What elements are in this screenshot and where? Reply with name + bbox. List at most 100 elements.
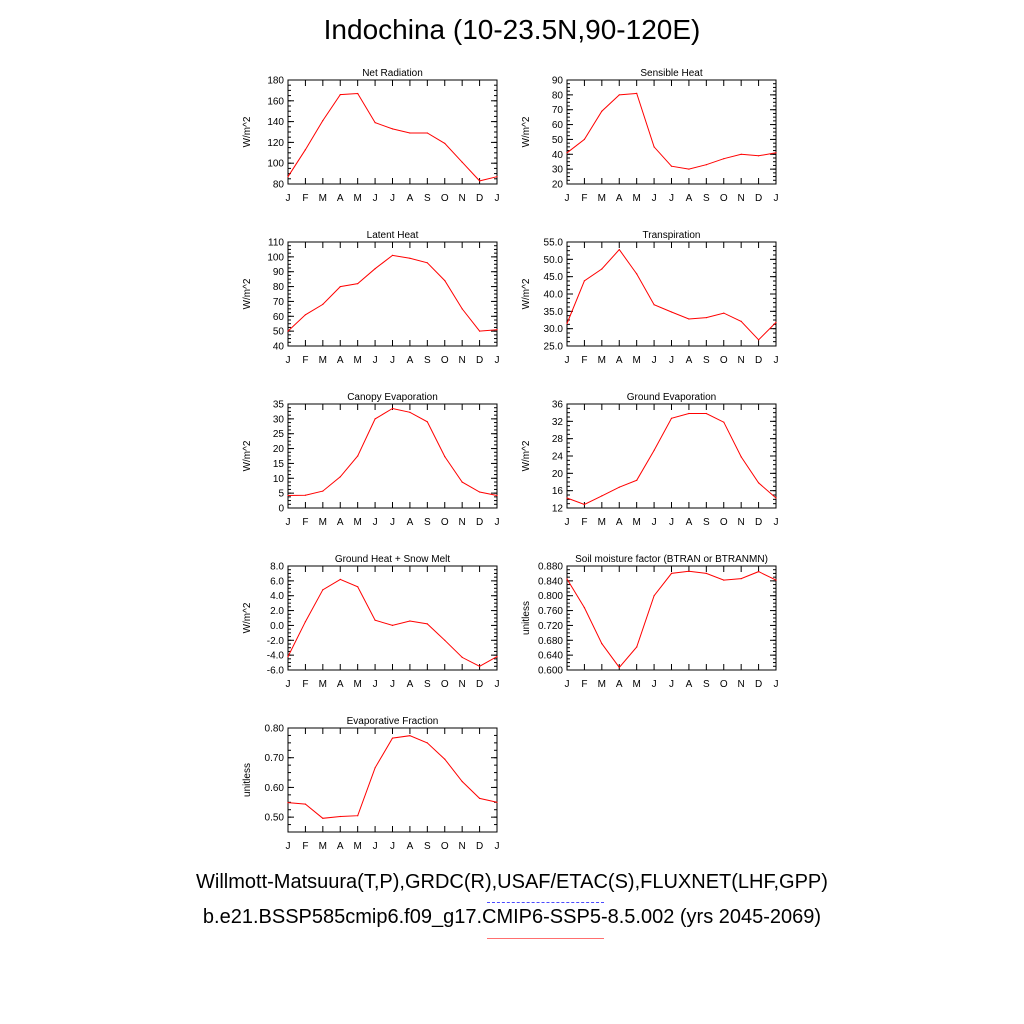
x-tick-label: D — [755, 517, 762, 528]
data-point — [409, 257, 411, 259]
data-point — [740, 153, 742, 155]
data-point — [461, 161, 463, 163]
y-tick-label: 40 — [273, 342, 285, 353]
x-tick-label: A — [337, 517, 344, 528]
data-point — [583, 607, 586, 609]
x-tick-label: J — [373, 841, 378, 852]
x-tick-label: A — [686, 355, 693, 366]
x-tick-label: M — [319, 193, 327, 204]
x-tick-label: J — [669, 679, 674, 690]
x-tick-label: J — [774, 355, 779, 366]
x-tick-label: D — [755, 355, 762, 366]
x-tick-label: N — [459, 679, 466, 690]
y-tick-label: 0.680 — [538, 636, 563, 647]
data-point — [461, 780, 463, 783]
x-tick-label: J — [669, 355, 674, 366]
data-point — [775, 497, 777, 499]
y-tick-label: 0.840 — [538, 576, 563, 587]
x-tick-label: J — [373, 517, 378, 528]
data-point — [723, 312, 725, 314]
data-point — [409, 132, 411, 134]
data-point — [670, 572, 673, 575]
y-tick-label: 0.720 — [538, 621, 563, 632]
data-point — [653, 304, 655, 306]
data-point — [758, 482, 760, 484]
y-tick-label: 45.0 — [544, 272, 564, 283]
plot-frame — [566, 79, 777, 185]
data-point — [618, 249, 620, 251]
y-axis-label: W/m^2 — [242, 116, 253, 147]
data-point — [287, 656, 289, 658]
x-tick-label: N — [738, 193, 745, 204]
data-point — [723, 421, 725, 423]
data-point — [374, 122, 376, 124]
x-tick-label: F — [581, 193, 587, 204]
plot-frame — [566, 565, 777, 671]
y-axis-label: W/m^2 — [242, 602, 253, 633]
y-tick-label: 5 — [278, 489, 284, 500]
x-tick-label: M — [632, 679, 640, 690]
legend-obs-label: Willmott-Matsuura(T,P),GRDC(R),USAF/ETAC… — [196, 871, 828, 893]
data-point — [566, 322, 568, 325]
x-tick-label: A — [407, 355, 414, 366]
panel-title: Latent Heat — [367, 230, 419, 241]
x-tick-label: M — [353, 679, 361, 690]
y-tick-label: 0.760 — [538, 606, 563, 617]
y-tick-label: 0.0 — [270, 621, 284, 632]
y-tick-label: 15 — [273, 459, 285, 470]
data-point — [322, 490, 324, 492]
data-point — [391, 254, 394, 256]
y-tick-label: 60 — [552, 120, 564, 131]
y-tick-label: 160 — [267, 96, 284, 107]
plot-frame — [287, 727, 498, 833]
y-axis-label: unitless — [242, 763, 253, 797]
y-tick-label: 55.0 — [544, 238, 564, 249]
y-tick-label: -6.0 — [267, 666, 285, 677]
chart-panel: Soil moisture factor (BTRAN or BTRANMN) u… — [521, 554, 779, 690]
x-tick-label: O — [441, 841, 449, 852]
legend-obs-swatch — [487, 902, 604, 903]
data-point — [409, 411, 411, 413]
x-tick-label: N — [738, 517, 745, 528]
y-tick-label: 28 — [552, 434, 564, 445]
data-point — [618, 486, 620, 488]
data-point — [287, 330, 289, 332]
y-tick-label: 8.0 — [270, 562, 284, 573]
chart-panel: Evaporative Fraction unitless 0.50 0.60 0.70… — [242, 716, 500, 852]
data-point — [304, 149, 306, 151]
y-tick-label: 140 — [267, 117, 284, 128]
y-axis-label: W/m^2 — [521, 116, 532, 147]
data-point — [304, 621, 306, 623]
x-tick-label: S — [424, 841, 431, 852]
y-tick-label: 0.640 — [538, 651, 563, 662]
x-tick-label: O — [441, 355, 449, 366]
data-point — [566, 152, 568, 154]
x-tick-label: J — [390, 679, 395, 690]
x-tick-label: J — [373, 193, 378, 204]
y-tick-label: 35 — [273, 400, 285, 411]
x-tick-label: J — [495, 517, 500, 528]
x-tick-label: J — [565, 517, 570, 528]
x-tick-label: F — [302, 517, 308, 528]
data-point — [357, 586, 359, 588]
series-line — [287, 735, 498, 819]
series-line — [287, 254, 498, 332]
x-tick-label: S — [703, 679, 710, 690]
data-point — [583, 503, 586, 506]
data-point — [339, 286, 341, 288]
y-tick-label: 36 — [552, 400, 564, 411]
data-point — [304, 803, 306, 805]
x-tick-label: D — [476, 517, 483, 528]
x-tick-label: J — [286, 841, 291, 852]
data-point — [775, 321, 777, 323]
y-tick-label: 50 — [552, 135, 564, 146]
data-point — [479, 797, 481, 800]
x-tick-label: A — [337, 193, 344, 204]
y-axis-label: W/m^2 — [521, 278, 532, 309]
x-tick-label: A — [686, 517, 693, 528]
series-line — [566, 92, 777, 170]
x-tick-label: M — [632, 193, 640, 204]
x-tick-label: M — [598, 679, 606, 690]
y-tick-label: 0.80 — [265, 724, 285, 735]
panel-title: Evaporative Fraction — [347, 716, 439, 727]
